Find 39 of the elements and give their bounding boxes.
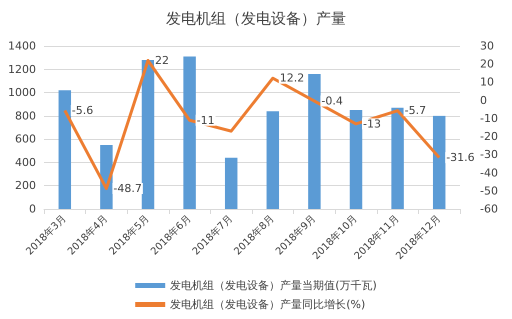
y2-tick-label: 10 [480, 76, 494, 89]
y-tick-label: 1200 [8, 62, 36, 76]
bar [350, 110, 362, 209]
data-label: 22 [155, 54, 169, 67]
chart-title: 发电机组（发电设备）产量 [166, 10, 346, 28]
y2-tick-label: -40 [480, 166, 498, 180]
data-label: -13 [363, 117, 381, 130]
bar [432, 116, 446, 209]
y-tick-label: 400 [15, 156, 36, 169]
y-tick-label: 600 [15, 132, 36, 146]
y2-tick-label: -30 [480, 148, 498, 162]
bar [308, 74, 321, 209]
bar [142, 60, 154, 209]
y2-tick-label: -50 [480, 184, 498, 198]
bar [266, 111, 280, 209]
data-label: -5.7 [404, 104, 426, 118]
y-tick-label: 1000 [8, 86, 36, 100]
data-label: -31.6 [446, 151, 475, 164]
data-label: -0.4 [321, 94, 343, 108]
y2-tick-label: -20 [480, 130, 498, 144]
data-label: -11 [196, 114, 215, 127]
y-tick-label: 200 [15, 179, 36, 192]
y2-tick-label: 30 [480, 40, 494, 52]
bar [224, 158, 238, 209]
data-label: -48.7 [113, 182, 142, 196]
y2-tick-label: 0 [480, 94, 487, 107]
legend-label: 发电机组（发电设备）产量同比增长(%) [170, 298, 366, 311]
y-tick-label: 1400 [8, 40, 36, 52]
y-tick-label: 0 [29, 202, 36, 216]
bar [183, 56, 196, 209]
legend-label: 发电机组（发电设备）产量当期值(万千瓦) [170, 279, 377, 292]
y2-tick-label: 20 [480, 58, 494, 71]
y2-tick-label: -10 [480, 112, 498, 125]
y-tick-label: 800 [15, 109, 36, 122]
bar [391, 108, 404, 209]
data-label: 12.2 [280, 72, 304, 85]
data-label: -5.6 [72, 104, 94, 117]
y2-tick-label: -60 [480, 202, 498, 216]
bar [58, 90, 72, 209]
